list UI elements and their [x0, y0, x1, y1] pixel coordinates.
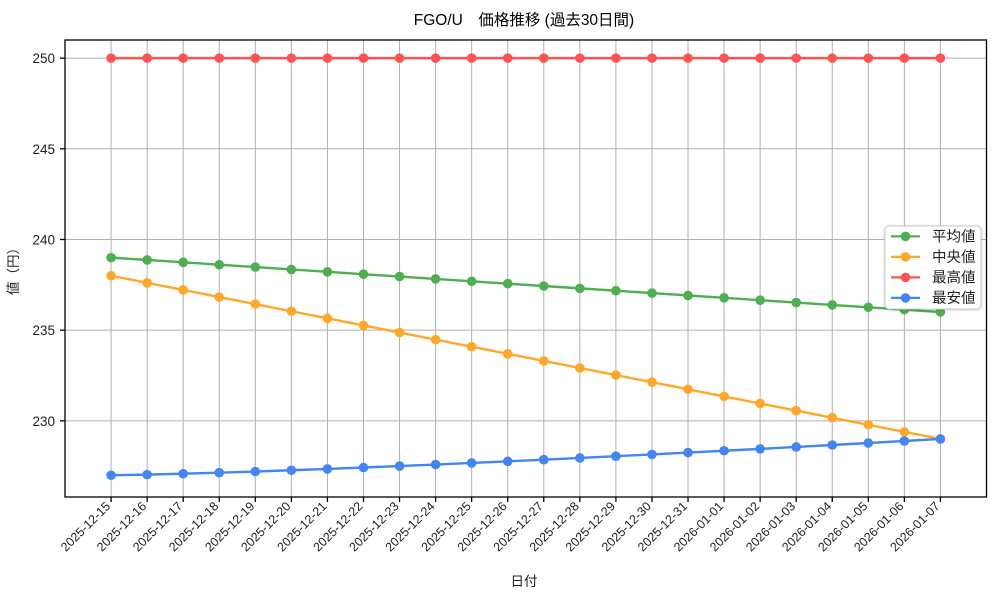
svg-text:235: 235: [32, 323, 55, 338]
svg-text:FGO/U 価格推移 (過去30日間): FGO/U 価格推移 (過去30日間): [414, 11, 634, 29]
svg-text:250: 250: [32, 51, 55, 66]
svg-text:240: 240: [32, 232, 55, 247]
svg-text:平均値: 平均値: [932, 228, 976, 245]
svg-text:日付: 日付: [511, 574, 538, 589]
svg-text:値（円）: 値（円）: [6, 241, 21, 295]
svg-text:230: 230: [32, 414, 55, 429]
svg-text:最高値: 最高値: [932, 269, 976, 286]
svg-text:中央値: 中央値: [932, 249, 976, 266]
svg-text:最安値: 最安値: [932, 290, 976, 307]
svg-text:245: 245: [32, 142, 55, 157]
